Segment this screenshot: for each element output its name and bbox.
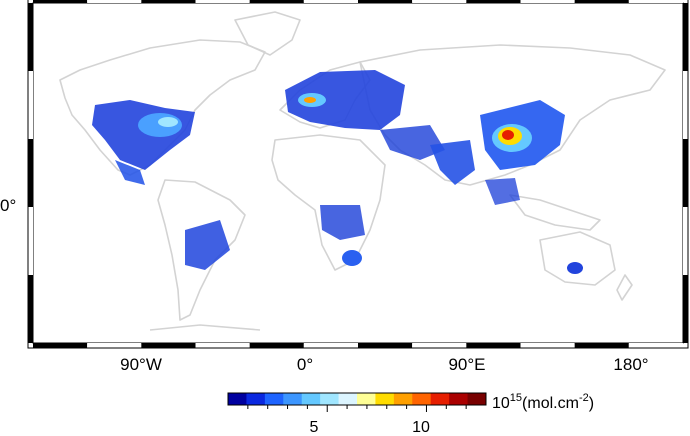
- emission-europe: [285, 70, 405, 130]
- frame-segment-bottom: [249, 343, 304, 348]
- frame-segment-bottom: [412, 343, 467, 348]
- emission-central-africa: [320, 205, 365, 240]
- frame-segment-top: [195, 0, 250, 3]
- unit-exponent: 15: [510, 392, 522, 404]
- colorbar: [227, 392, 487, 412]
- frame-segment-top: [358, 0, 413, 3]
- frame-segment-bottom: [520, 343, 575, 348]
- frame-segment-top: [628, 0, 683, 3]
- frame-segment-bottom: [358, 343, 413, 348]
- emission-mexico: [115, 160, 145, 185]
- map-background: [33, 3, 683, 343]
- colorbar-tick-label-5: 5: [310, 419, 319, 436]
- x-tick-label-90w: 90°W: [120, 355, 162, 374]
- colorbar-unit-label: 1015(mol.cm-2): [492, 392, 594, 412]
- unit-exponent-2: -2: [579, 392, 589, 404]
- colorbar-swatch: [467, 393, 487, 405]
- frame-segment-right: [683, 275, 688, 343]
- colorbar-swatch: [320, 393, 340, 405]
- frame-segment-top: [574, 0, 629, 3]
- frame-segment-top: [466, 0, 521, 3]
- frame-segment-bottom: [141, 343, 196, 348]
- emission-india: [430, 140, 475, 185]
- frame-segment-bottom: [628, 343, 683, 348]
- x-tick-label-90e: 90°E: [448, 355, 485, 374]
- frame-segment-left: [28, 275, 33, 343]
- colorbar-swatch: [301, 393, 321, 405]
- colorbar-swatch: [430, 393, 450, 405]
- y-tick-label-0: 0°: [0, 196, 16, 215]
- emission-hotspot-na-core: [158, 117, 178, 127]
- frame-segment-top: [87, 0, 142, 3]
- frame-segment-bottom: [466, 343, 521, 348]
- frame-segment-bottom: [195, 343, 250, 348]
- colorbar-swatch: [449, 393, 469, 405]
- unit-base: 10: [492, 395, 510, 412]
- map-frame-border: [27, 0, 689, 349]
- emission-middle-east: [380, 125, 445, 160]
- frame-segment-left: [28, 139, 33, 207]
- frame-segment-bottom: [303, 343, 358, 348]
- frame-segment-top: [249, 0, 304, 3]
- emission-hotspot-china-core: [502, 130, 514, 140]
- frame-segment-bottom: [33, 343, 88, 348]
- frame-segment-top: [141, 0, 196, 3]
- frame-segment-left: [28, 71, 33, 139]
- frame-segment-top: [33, 0, 88, 3]
- colorbar-swatch: [393, 393, 413, 405]
- colorbar-swatch: [412, 393, 432, 405]
- frame-segment-bottom: [87, 343, 142, 348]
- colorbar-outline: [227, 392, 487, 406]
- frame-segment-right: [683, 139, 688, 207]
- x-tick-label-0: 0°: [297, 355, 313, 374]
- frame-segment-left: [28, 207, 33, 275]
- colorbar-tick-label-10: 10: [412, 419, 430, 436]
- frame-segment-top: [520, 0, 575, 3]
- unit-text: (mol.cm: [522, 395, 579, 412]
- frame-segment-right: [683, 207, 688, 275]
- frame-segment-top: [303, 0, 358, 3]
- colorbar-swatch: [283, 393, 303, 405]
- frame-outline: [27, 0, 689, 349]
- x-tick-label-180: 180°: [613, 355, 648, 374]
- colorbar-swatch: [228, 393, 247, 405]
- emission-australia: [567, 262, 583, 274]
- frame-segment-bottom: [574, 343, 629, 348]
- unit-close: ): [589, 395, 594, 412]
- frame-segment-left: [28, 3, 33, 71]
- emission-se-asia: [485, 178, 520, 205]
- emission-hotspot-eu-core: [304, 97, 316, 103]
- frame-segment-right: [683, 3, 688, 71]
- colorbar-swatch: [264, 393, 284, 405]
- colorbar-swatch: [338, 393, 358, 405]
- frame-segment-top: [412, 0, 467, 3]
- colorbar-swatch: [246, 393, 266, 405]
- colorbar-swatch: [357, 393, 376, 405]
- emission-south-america: [185, 220, 230, 270]
- frame-segment-right: [683, 71, 688, 139]
- emission-south-africa: [342, 250, 362, 266]
- colorbar-swatch: [375, 393, 395, 405]
- emission-field: [92, 70, 583, 274]
